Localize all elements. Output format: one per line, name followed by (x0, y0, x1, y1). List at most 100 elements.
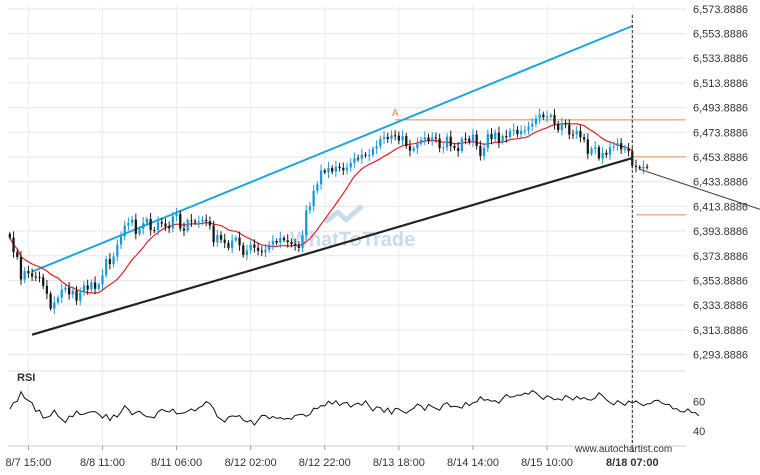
candle-body (16, 252, 19, 257)
candle-body (645, 166, 649, 168)
candle-body (549, 114, 552, 117)
price-tick-label: 6,573.8886 (693, 4, 748, 16)
candle-body (353, 158, 356, 163)
candle-body (205, 219, 208, 222)
candle-body (27, 271, 30, 274)
candle-body (319, 170, 323, 185)
time-tick-label: 8/8 11:00 (80, 457, 125, 469)
candle-body (305, 210, 308, 236)
candle-body (397, 135, 401, 141)
candle-body (179, 213, 182, 229)
candle-body (23, 271, 26, 280)
candle-body (142, 223, 145, 229)
candle-body (82, 285, 86, 293)
price-tick-label: 6,533.8886 (693, 53, 748, 65)
candle-body (427, 137, 430, 141)
candle-body (545, 116, 549, 118)
candle-body (471, 134, 475, 142)
candle-body (182, 228, 186, 231)
candle-body (508, 130, 512, 138)
time-tick-label: 8/13 18:00 (373, 457, 425, 469)
candle-body (449, 136, 452, 147)
candle-body (153, 230, 156, 232)
candle-body (316, 184, 319, 191)
upper-trendline (31, 25, 633, 273)
price-tick-label: 6,293.8886 (693, 350, 748, 362)
candle-body (479, 145, 482, 156)
candle-body (123, 225, 126, 237)
candle-body (268, 244, 271, 250)
candle-body (271, 240, 275, 245)
candle-body (156, 222, 160, 231)
candle-body (208, 221, 212, 226)
candle-body (256, 247, 260, 251)
candle-body (75, 290, 78, 301)
candle-body (642, 166, 645, 169)
candle-body (568, 124, 571, 135)
candle-body (234, 237, 238, 241)
candle-body (623, 148, 627, 150)
candle-body (71, 290, 74, 295)
candle-body (394, 135, 397, 137)
price-tick-label: 6,433.8886 (693, 177, 748, 189)
candle-body (501, 135, 504, 143)
candle-body (86, 285, 89, 290)
candle-body (290, 242, 293, 245)
candle-body (390, 135, 393, 140)
time-tick-label: 8/18 07:00 (606, 457, 659, 469)
candle-body (475, 134, 478, 146)
candle-body (260, 250, 263, 253)
price-axis: 6,573.8886 6,553.8886 6,533.8886 6,513.8886… (693, 4, 748, 362)
candle-body (557, 123, 560, 131)
price-tick-label: 6,493.8886 (693, 103, 748, 115)
candle-body (460, 138, 464, 152)
candle-body (627, 148, 630, 152)
candle-body (456, 148, 460, 152)
candle-body (364, 154, 367, 156)
price-tick-label: 6,473.8886 (693, 127, 748, 139)
candle-body (408, 145, 412, 151)
time-tick-label: 8/15 10:00 (521, 457, 573, 469)
candle-body (149, 219, 152, 231)
candle-body (505, 135, 508, 138)
time-tick-label: 8/12 22:00 (299, 457, 351, 469)
candle-body (186, 220, 189, 231)
candle-body (327, 168, 330, 173)
candle-body (49, 293, 52, 309)
candle-body (19, 256, 23, 280)
candle-body (564, 123, 567, 125)
candles (8, 108, 649, 315)
candle-body (542, 114, 545, 118)
candle-body (531, 123, 534, 127)
price-tick-label: 6,393.8886 (693, 226, 748, 238)
candle-body (323, 170, 326, 173)
moving-average (9, 122, 633, 294)
levels (395, 119, 686, 216)
candle-body (145, 219, 149, 224)
candle-body (193, 221, 197, 223)
candle-body (534, 118, 538, 124)
candle-body (38, 277, 41, 279)
candle-body (616, 143, 619, 147)
candle-body (345, 167, 349, 171)
candle-body (571, 134, 575, 136)
source-label: www.autochartist.com (574, 444, 672, 455)
candle-body (423, 137, 426, 140)
price-tick-label: 6,353.8886 (693, 275, 748, 287)
candle-body (112, 256, 115, 265)
candle-body (279, 237, 282, 243)
rsi-line (9, 389, 700, 426)
candle-body (312, 190, 315, 207)
candle-body (67, 287, 71, 295)
candle-body (453, 146, 456, 149)
candle-body (53, 302, 56, 309)
candle-body (597, 147, 601, 159)
candle-body (238, 237, 241, 246)
candle-body (620, 143, 623, 150)
candle-body (605, 152, 608, 155)
candle-body (227, 242, 230, 248)
time-tick-label: 8/11 06:00 (151, 457, 202, 469)
candle-body (419, 139, 423, 144)
candle-body (553, 114, 556, 124)
grid (8, 5, 686, 447)
